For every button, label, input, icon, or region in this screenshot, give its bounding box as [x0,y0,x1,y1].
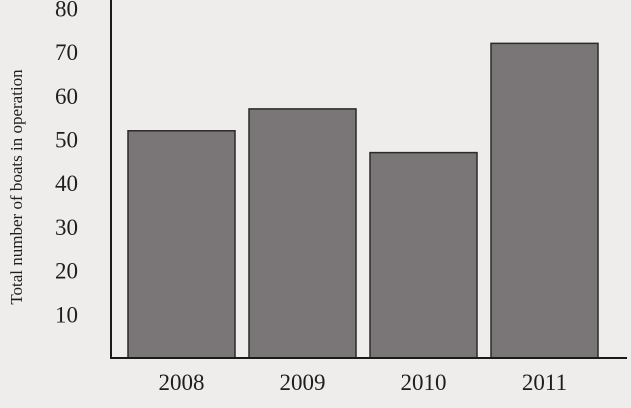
y-tick-label: 20 [55,259,78,284]
x-tick-label: 2011 [522,370,567,395]
x-tick-label: 2008 [159,370,205,395]
bars [127,42,599,359]
x-tick-labels: 2008 2009 2010 2011 [159,370,568,395]
y-tick-label: 30 [55,215,78,240]
y-tick-label: 50 [55,128,78,153]
bar-2011 [490,42,599,359]
y-tick-label: 70 [55,40,78,65]
y-tick-labels: 10 20 30 40 50 60 70 80 [55,0,78,327]
y-axis-title: Total number of boats in operation [7,69,26,305]
bar-2010 [369,151,478,359]
bar-2008 [127,130,236,359]
x-tick-label: 2010 [401,370,447,395]
y-tick-label: 60 [55,84,78,109]
y-tick-label: 10 [55,302,78,327]
bar-2009 [248,108,357,359]
x-tick-label: 2009 [280,370,326,395]
y-tick-label: 80 [55,0,78,21]
y-tick-label: 40 [55,171,78,196]
